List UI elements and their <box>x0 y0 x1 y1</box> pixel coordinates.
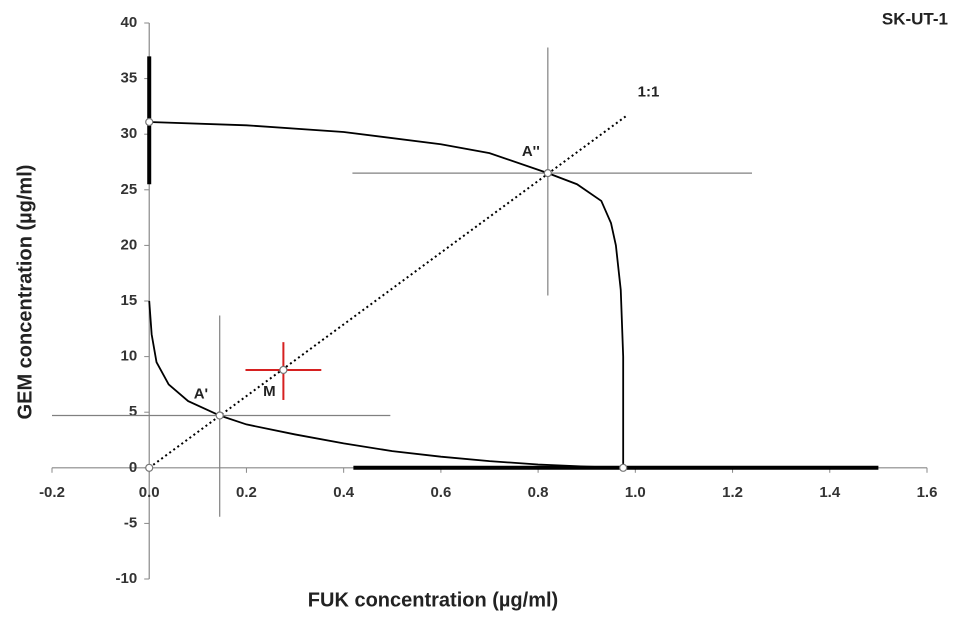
point <box>145 463 154 472</box>
series-line <box>148 300 624 469</box>
x-tick-label: 1.2 <box>722 484 743 501</box>
x-tick-label: 1.0 <box>625 484 646 501</box>
y-tick-label: 15 <box>121 292 138 309</box>
x-tick-label: 0.2 <box>236 484 257 501</box>
y-tick-label: 10 <box>121 348 138 365</box>
point-label: A' <box>194 386 208 403</box>
point <box>215 411 224 420</box>
y-tick-label: -5 <box>124 514 137 531</box>
x-axis-title: FUK concentration (µg/ml) <box>308 589 558 611</box>
point <box>619 463 628 472</box>
series-line <box>148 115 627 469</box>
point <box>543 169 552 178</box>
y-tick-label: 0 <box>129 459 137 476</box>
point <box>279 365 288 375</box>
y-tick-label: 5 <box>129 403 137 420</box>
x-tick-label: 0.6 <box>430 484 451 501</box>
y-tick-label: 40 <box>121 14 138 31</box>
y-tick-label: 35 <box>121 70 138 87</box>
point-label: A'' <box>522 143 540 160</box>
series-line <box>149 121 625 468</box>
chart-title: SK-UT-1 <box>882 9 948 28</box>
x-tick-label: 0.4 <box>333 484 355 501</box>
point-label: M <box>263 383 276 400</box>
point <box>145 117 154 127</box>
y-tick-label: 25 <box>121 181 138 198</box>
x-tick-label: 0.0 <box>139 484 160 501</box>
x-tick-label: 1.6 <box>917 484 938 501</box>
x-tick-label: 1.4 <box>819 484 841 501</box>
y-tick-label: 30 <box>121 125 138 142</box>
x-tick-label: 0.8 <box>528 484 549 501</box>
y-axis-title: GEM concentration (µg/ml) <box>14 165 36 420</box>
x-tick-label: -0.2 <box>39 484 65 501</box>
series-label: 1:1 <box>638 83 660 100</box>
y-tick-label: 20 <box>121 236 138 253</box>
y-tick-label: -10 <box>116 570 138 587</box>
